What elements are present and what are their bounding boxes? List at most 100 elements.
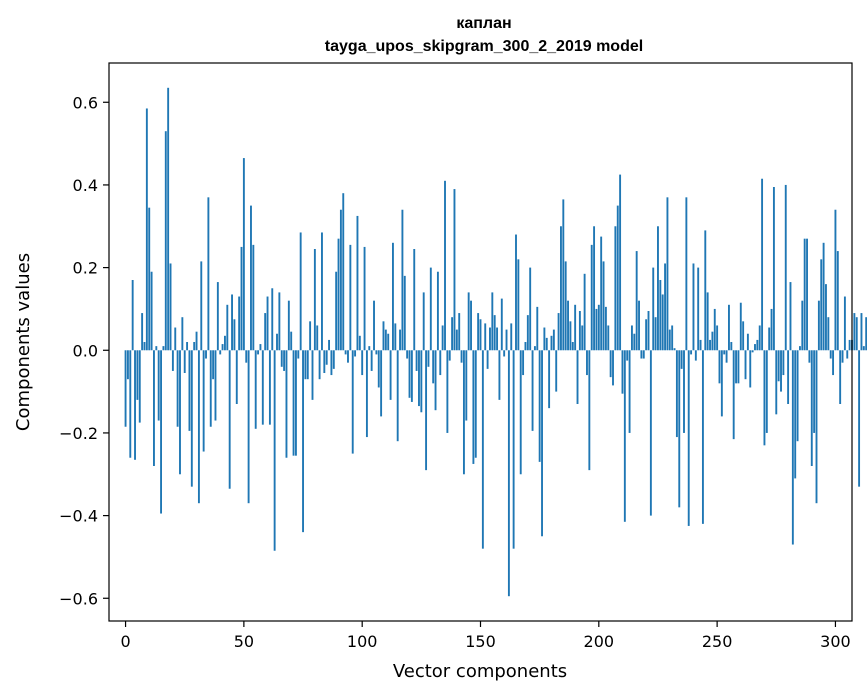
bar-177 <box>543 327 546 351</box>
bar-145 <box>467 292 470 351</box>
bar-235 <box>680 350 683 369</box>
y-tick-label: 0.4 <box>73 176 98 195</box>
bar-173 <box>533 346 536 351</box>
bar-4 <box>134 350 136 460</box>
bar-306 <box>848 339 851 351</box>
bar-11 <box>150 271 153 351</box>
bar-29 <box>193 342 196 351</box>
bar-153 <box>486 350 489 369</box>
bar-40 <box>219 350 222 355</box>
bar-236 <box>683 350 685 433</box>
bar-63 <box>273 350 276 551</box>
bar-285 <box>799 346 801 351</box>
bar-164 <box>512 350 515 549</box>
bar-5 <box>136 350 139 400</box>
bar-62 <box>271 288 274 351</box>
bar-60 <box>266 296 269 351</box>
bar-188 <box>569 321 572 351</box>
bar-91 <box>339 209 342 351</box>
bar-192 <box>578 311 581 351</box>
bar-110 <box>384 329 387 351</box>
bar-34 <box>205 350 207 359</box>
bar-308 <box>853 313 856 351</box>
bar-113 <box>392 242 394 351</box>
bar-103 <box>368 346 371 351</box>
bar-50 <box>242 158 245 351</box>
bar-51 <box>245 350 248 363</box>
bar-260 <box>739 302 742 351</box>
bar-297 <box>827 317 830 351</box>
bar-284 <box>796 350 799 442</box>
bar-81 <box>316 325 319 351</box>
bar-56 <box>257 350 260 355</box>
bar-12 <box>153 350 155 466</box>
bar-156 <box>493 315 496 351</box>
bar-69 <box>287 300 290 351</box>
bar-169 <box>524 342 527 351</box>
bar-37 <box>212 350 215 380</box>
bar-298 <box>829 350 832 359</box>
bar-10 <box>148 207 151 351</box>
bars-group <box>124 87 867 597</box>
bar-142 <box>460 350 463 363</box>
bar-233 <box>675 350 678 438</box>
bar-46 <box>233 319 236 351</box>
bar-89 <box>335 271 338 351</box>
bar-116 <box>399 329 401 351</box>
bar-190 <box>574 304 577 351</box>
bar-234 <box>678 350 681 508</box>
bar-105 <box>373 300 375 351</box>
bar-241 <box>694 350 697 361</box>
y-tick-label: −0.6 <box>59 589 98 608</box>
bar-205 <box>609 350 612 378</box>
bar-239 <box>690 350 693 355</box>
bar-6 <box>138 350 141 423</box>
bar-174 <box>536 306 539 351</box>
bar-127 <box>425 350 428 471</box>
bar-303 <box>841 350 844 363</box>
bar-273 <box>770 308 773 351</box>
bar-271 <box>765 350 768 433</box>
y-tick-label: 0.0 <box>73 341 98 360</box>
bar-71 <box>292 350 295 456</box>
bar-171 <box>529 267 532 351</box>
bar-272 <box>768 327 771 351</box>
bar-125 <box>420 350 423 413</box>
bar-162 <box>507 350 510 597</box>
bar-304 <box>843 296 846 351</box>
bar-28 <box>190 350 193 487</box>
bar-124 <box>418 350 420 407</box>
bar-194 <box>583 273 586 351</box>
bar-276 <box>777 350 780 382</box>
bar-166 <box>517 259 520 351</box>
bar-132 <box>436 271 439 351</box>
bar-111 <box>387 333 390 351</box>
bar-247 <box>709 339 711 351</box>
bar-109 <box>382 321 385 351</box>
bar-170 <box>526 315 529 351</box>
bar-39 <box>216 282 219 351</box>
bar-218 <box>640 350 643 359</box>
y-tick-label: −0.4 <box>59 507 98 526</box>
bar-54 <box>252 244 255 351</box>
bar-118 <box>403 275 406 351</box>
bar-270 <box>763 350 766 446</box>
bar-283 <box>794 350 797 479</box>
bar-232 <box>673 348 676 351</box>
bar-209 <box>619 174 622 351</box>
bar-290 <box>810 350 813 466</box>
bar-242 <box>697 267 700 351</box>
bar-108 <box>380 350 383 417</box>
bar-100 <box>361 350 364 376</box>
bar-155 <box>491 292 494 351</box>
bar-151 <box>481 350 484 549</box>
bar-26 <box>186 342 189 351</box>
bar-137 <box>448 350 451 361</box>
bar-120 <box>408 350 411 398</box>
bar-182 <box>555 350 558 392</box>
bar-67 <box>283 350 286 371</box>
bar-208 <box>616 205 619 351</box>
bar-261 <box>742 321 745 351</box>
y-tick-label: 0.2 <box>73 259 98 278</box>
bar-104 <box>370 350 373 371</box>
